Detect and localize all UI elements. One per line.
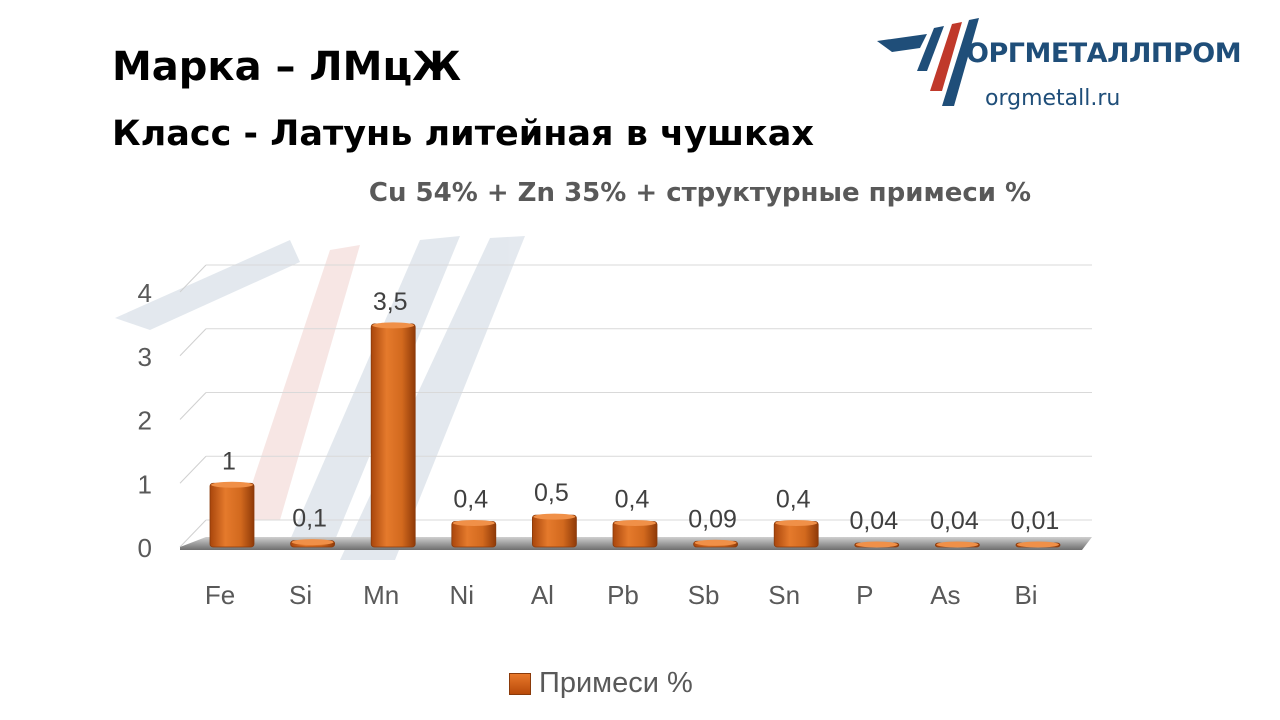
bar-top bbox=[694, 539, 737, 546]
data-label: 0,09 bbox=[688, 505, 737, 533]
grade-title: Марка – ЛМцЖ bbox=[112, 44, 462, 90]
x-tick-label: Mn bbox=[363, 580, 399, 610]
y-tick-label: 3 bbox=[138, 342, 152, 372]
x-tick-label: Sb bbox=[688, 580, 720, 610]
data-label: 1 bbox=[222, 447, 236, 475]
chart-title: Cu 54% + Zn 35% + структурные примеси % bbox=[368, 178, 1032, 208]
x-tick-label: Ni bbox=[450, 580, 475, 610]
data-label: 0,4 bbox=[453, 486, 488, 514]
bar bbox=[370, 323, 416, 548]
bar-top bbox=[1017, 541, 1059, 548]
y-tick-label: 4 bbox=[138, 278, 152, 308]
x-tick-label: Bi bbox=[1014, 580, 1037, 610]
bar-top bbox=[372, 322, 415, 329]
legend-label: Примеси % bbox=[539, 667, 693, 699]
bar bbox=[209, 482, 255, 548]
bar-top bbox=[211, 481, 253, 488]
x-tick-label: Sn bbox=[768, 580, 800, 610]
gridline bbox=[179, 328, 207, 357]
gridline bbox=[179, 519, 207, 548]
data-label: 0,04 bbox=[930, 507, 979, 535]
x-tick-label: Al bbox=[531, 580, 554, 610]
bar-top bbox=[533, 513, 576, 520]
x-tick-label: Fe bbox=[205, 580, 235, 610]
logo-name: ОРГМЕТАЛЛПРОМ bbox=[966, 38, 1242, 69]
data-label: 0,5 bbox=[534, 479, 569, 507]
data-label: 0,1 bbox=[292, 505, 327, 533]
y-tick-label: 0 bbox=[138, 533, 152, 563]
legend-swatch bbox=[509, 672, 531, 695]
bar-top bbox=[291, 539, 334, 546]
logo-icon bbox=[877, 18, 979, 106]
bar-top bbox=[936, 541, 979, 548]
gridline bbox=[179, 264, 207, 293]
bar-top bbox=[452, 520, 495, 526]
y-tick-label: 1 bbox=[138, 469, 152, 499]
x-tick-label: P bbox=[856, 580, 873, 610]
data-label: 0,04 bbox=[849, 507, 898, 535]
data-label: 0,01 bbox=[1011, 507, 1060, 535]
data-label: 0,4 bbox=[615, 486, 650, 514]
x-tick-label: Pb bbox=[607, 580, 639, 610]
bar-top bbox=[614, 520, 656, 526]
bar bbox=[532, 514, 577, 548]
gridline bbox=[179, 455, 207, 484]
y-tick-label: 2 bbox=[138, 406, 152, 436]
gridline bbox=[179, 392, 207, 420]
data-label: 0,4 bbox=[776, 486, 811, 514]
class-title: Класс - Латунь литейная в чушках bbox=[112, 114, 814, 154]
bar-top bbox=[855, 541, 898, 548]
legend: Примеси % bbox=[509, 667, 693, 700]
logo-url[interactable]: orgmetall.ru bbox=[985, 86, 1121, 111]
bar-top bbox=[775, 520, 818, 526]
x-tick-label: As bbox=[930, 580, 960, 610]
data-label: 3,5 bbox=[373, 288, 408, 316]
x-tick-label: Si bbox=[289, 580, 312, 610]
